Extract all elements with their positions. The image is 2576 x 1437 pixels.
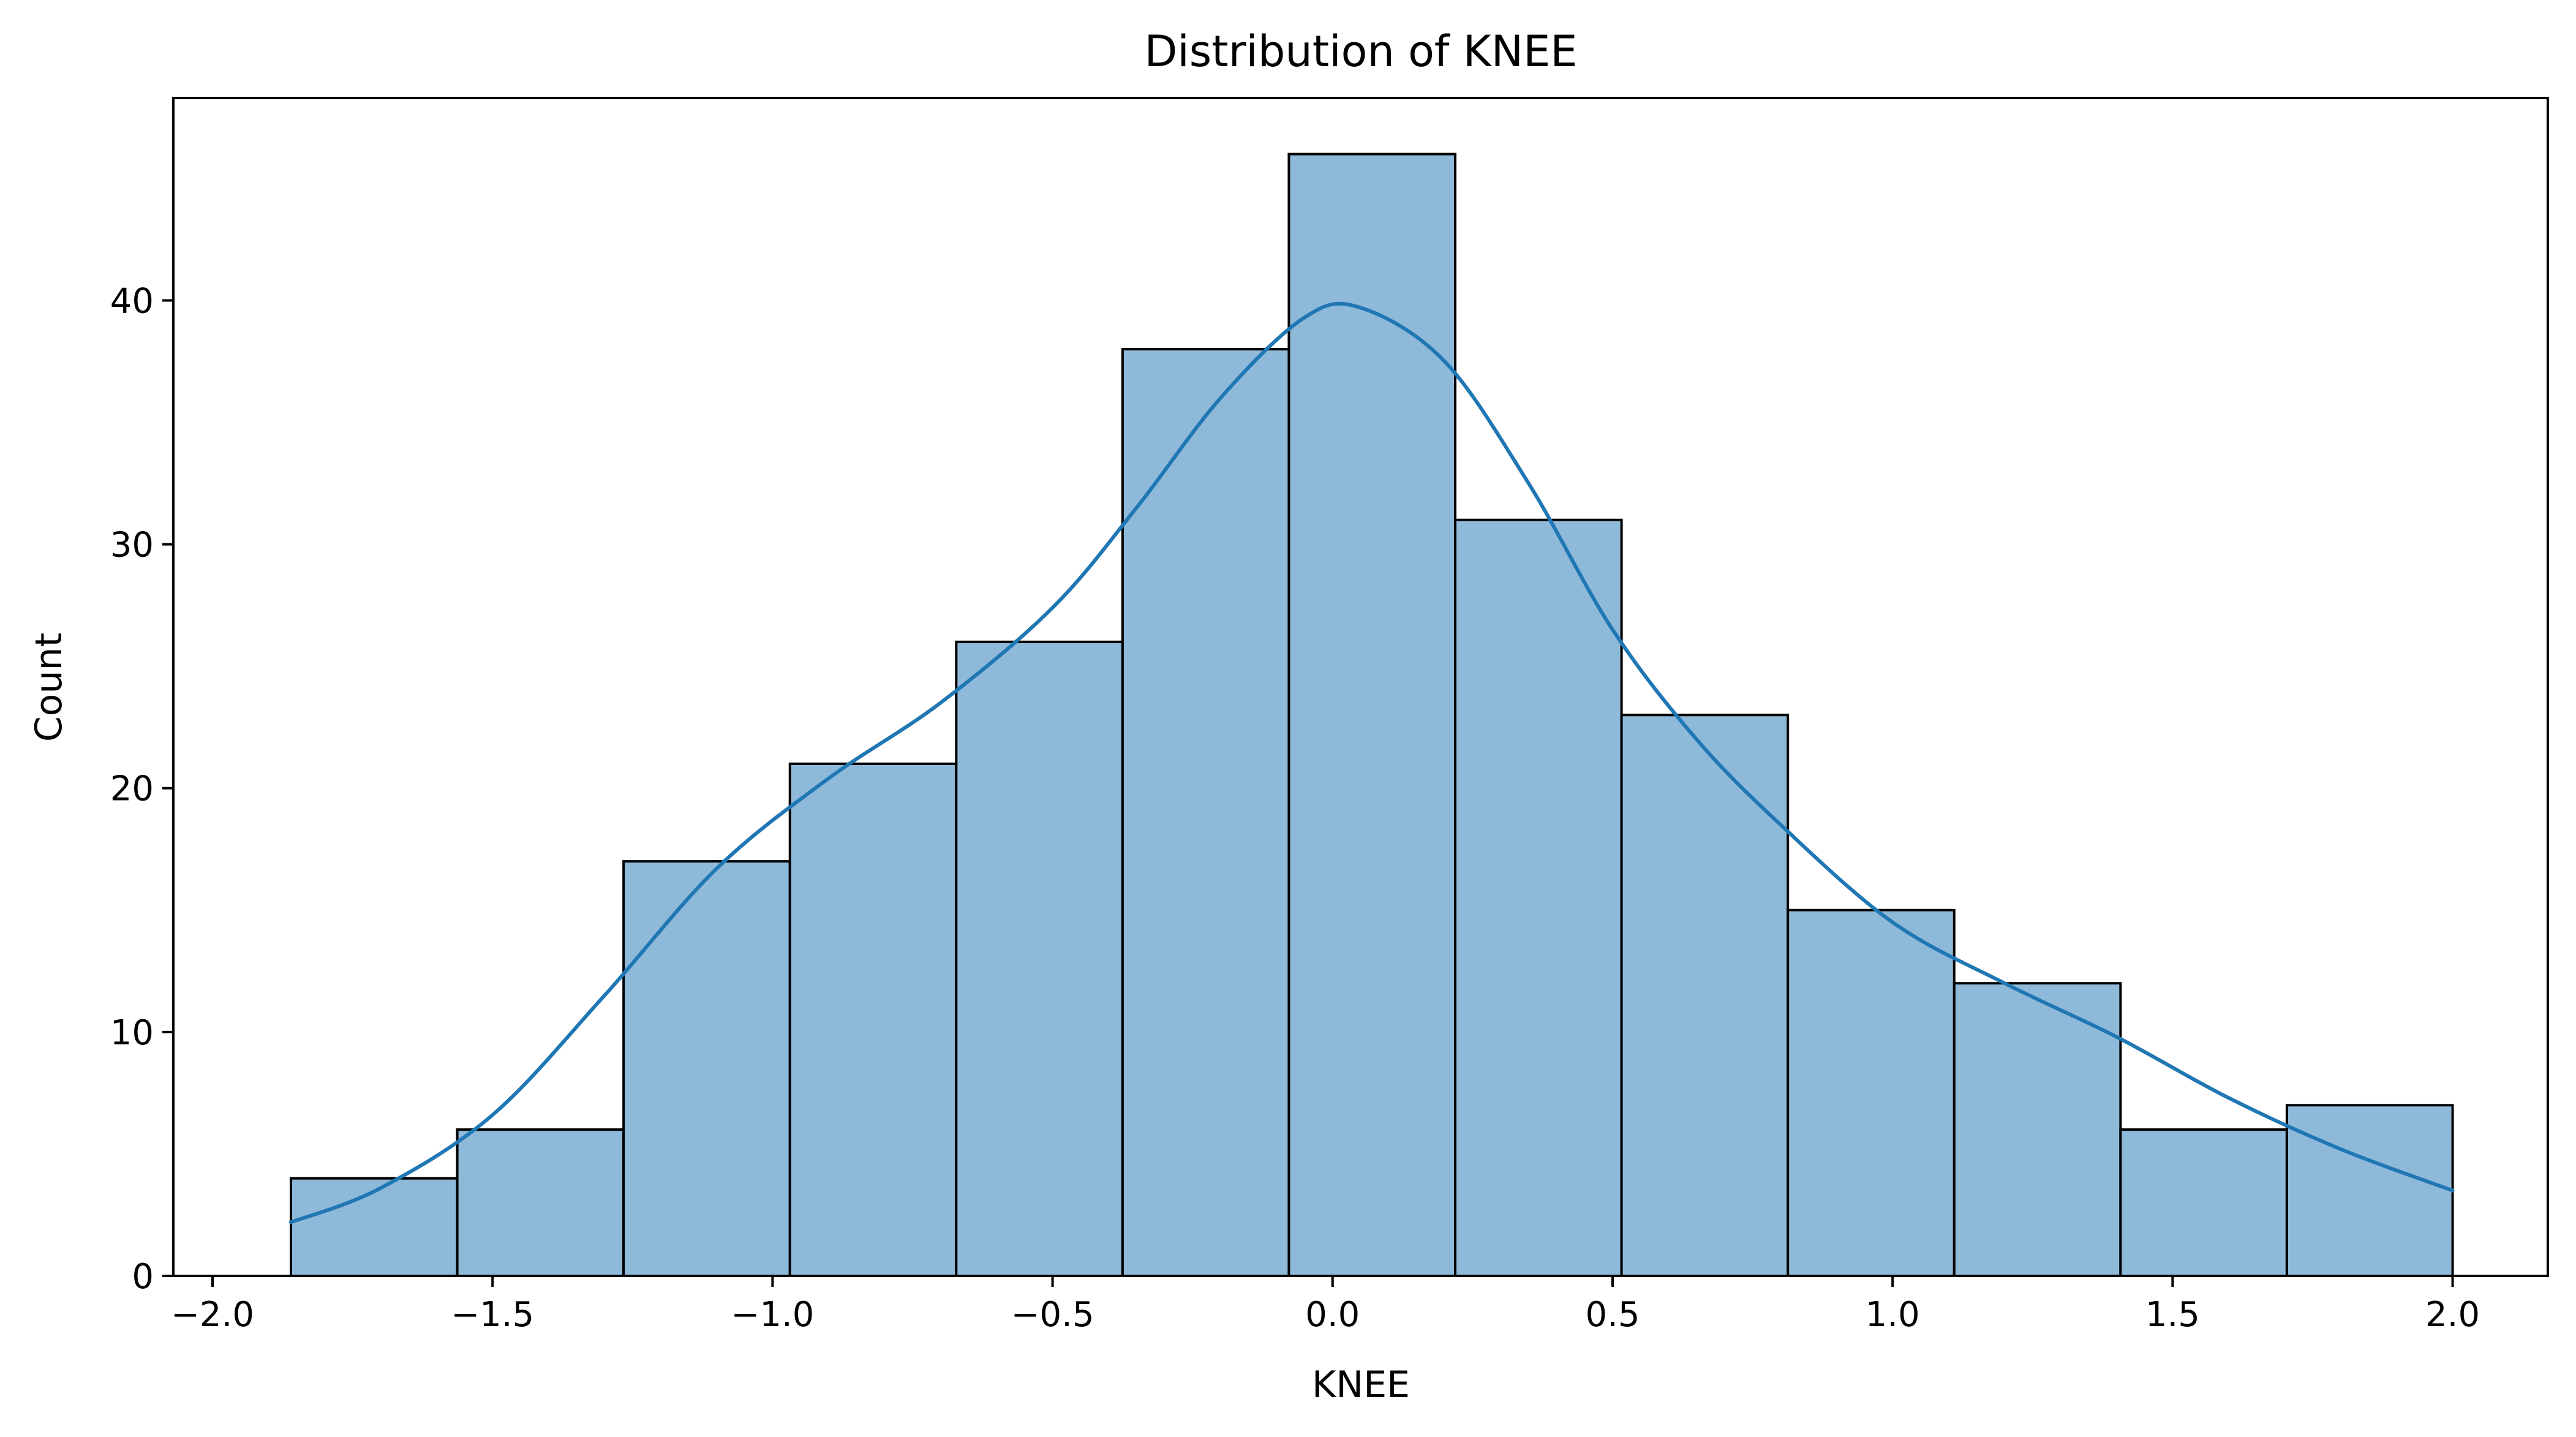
chart-title: Distribution of KNEE <box>1144 26 1577 77</box>
histogram-bar <box>456 1128 625 1278</box>
x-tick-label: 1.0 <box>1866 1295 1920 1335</box>
x-axis-ticks: −2.0 −1.5 −1.0 −0.5 0.0 0.5 1.0 1.5 2.0 <box>171 1276 2480 1335</box>
kde-curve <box>289 301 2455 1224</box>
y-tick-label: 40 <box>110 281 154 321</box>
x-tick-label: 1.5 <box>2145 1295 2200 1335</box>
y-axis-label: Count <box>28 633 70 742</box>
x-tick-label: −1.0 <box>731 1295 814 1335</box>
histogram-bar <box>290 1177 459 1278</box>
y-axis-ticks: 0 10 20 30 40 <box>110 281 173 1297</box>
x-tick-label: 0.0 <box>1305 1295 1360 1335</box>
histogram-bar <box>2285 1104 2454 1277</box>
histogram-bar <box>1787 908 1956 1277</box>
x-axis-label: KNEE <box>1312 1363 1410 1406</box>
histogram-bar <box>1121 348 1290 1278</box>
x-tick-label: 2.0 <box>2425 1295 2480 1335</box>
histogram-bar <box>955 640 1124 1277</box>
bars-layer <box>290 153 2454 1278</box>
histogram-bar <box>2119 1128 2288 1278</box>
y-tick-label: 30 <box>110 526 154 565</box>
x-tick-label: 0.5 <box>1585 1295 1640 1335</box>
histogram-bar <box>1287 153 1457 1278</box>
histogram-bar <box>788 762 958 1278</box>
x-tick-label: −0.5 <box>1011 1295 1094 1335</box>
y-tick-label: 10 <box>110 1013 154 1053</box>
histogram-bar <box>1454 518 1623 1277</box>
histogram-bar <box>1620 714 1790 1278</box>
y-tick-label: 20 <box>110 769 154 809</box>
x-tick-label: −2.0 <box>171 1295 254 1335</box>
y-tick-label: 0 <box>132 1257 154 1297</box>
x-tick-label: −1.5 <box>451 1295 534 1335</box>
histogram-bar <box>622 860 791 1277</box>
plot-frame <box>172 97 2549 1277</box>
